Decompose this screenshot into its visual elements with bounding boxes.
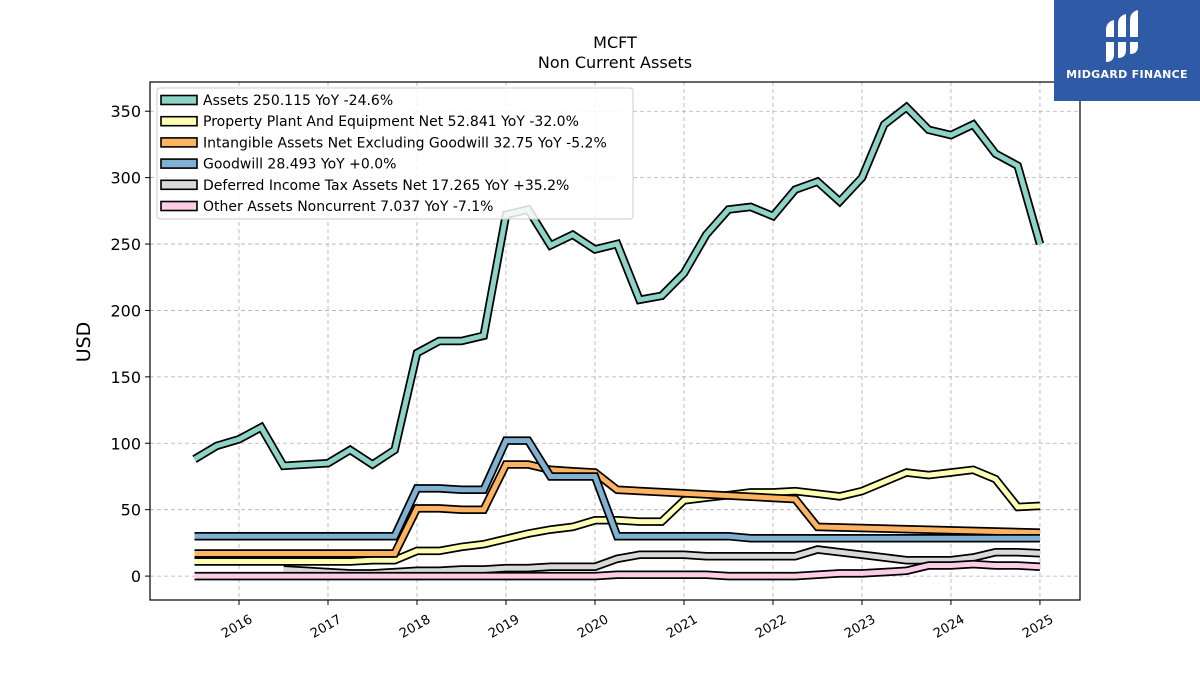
legend-box (156, 87, 634, 220)
legend: Assets 250.115 YoY -24.6% Property Plant … (156, 87, 634, 220)
series-line (193, 103, 1043, 469)
legend-swatch (160, 179, 198, 191)
legend-swatch (160, 200, 198, 212)
chart-subtitle: Non Current Assets (538, 53, 692, 72)
x-tick-label: 2018 (397, 612, 433, 642)
legend-label: Goodwill 28.493 YoY +0.0% (203, 157, 396, 173)
y-tick-label: 100 (110, 434, 141, 453)
x-tick-label: 2023 (842, 612, 878, 642)
y-tick-label: 50 (121, 501, 141, 520)
midgard-logo-icon (1106, 10, 1138, 62)
legend-swatch (160, 137, 198, 148)
legend-label: Deferred Income Tax Assets Net 17.265 Yo… (203, 178, 569, 194)
legend-label: Property Plant And Equipment Net 52.841 … (203, 114, 579, 130)
y-tick-label: 200 (110, 301, 141, 320)
x-tick-label: 2021 (664, 612, 700, 642)
x-tick-label: 2025 (1020, 612, 1056, 642)
brand-name: MIDGARD FINANCE (1066, 68, 1188, 81)
midgard-finance-logo: MIDGARD FINANCE (1054, 0, 1200, 101)
x-tick-label: 2024 (931, 612, 967, 642)
x-tick-label: 2016 (219, 612, 255, 642)
plot-frame (149, 81, 1081, 601)
series-line (194, 438, 1040, 541)
y-tick-label: 0 (131, 567, 141, 586)
x-tick-label: 2019 (486, 612, 522, 642)
legend-label: Other Assets Noncurrent 7.037 YoY -7.1% (203, 199, 494, 215)
legend-swatch (160, 115, 198, 127)
chart-title: MCFT (593, 33, 637, 52)
y-tick-label: 300 (110, 169, 141, 188)
series-line (283, 546, 1041, 576)
y-tick-label: 150 (110, 368, 141, 387)
series-line (194, 462, 1041, 556)
legend-label: Intangible Assets Net Excluding Goodwill… (203, 135, 607, 151)
x-tick-label: 2022 (753, 612, 789, 642)
y-axis-label: USD (73, 322, 95, 363)
legend-swatch (160, 94, 198, 106)
x-tick-label: 2017 (308, 612, 344, 642)
legend-label: Assets 250.115 YoY -24.6% (203, 93, 393, 109)
legend-swatch (160, 158, 198, 169)
y-tick-label: 350 (110, 102, 141, 121)
series-line (194, 467, 1041, 564)
series-line (194, 561, 1041, 579)
y-tick-label: 250 (110, 235, 141, 254)
series-line-outline (194, 465, 1041, 566)
series-layer (192, 101, 1045, 581)
x-tick-label: 2020 (575, 612, 611, 642)
